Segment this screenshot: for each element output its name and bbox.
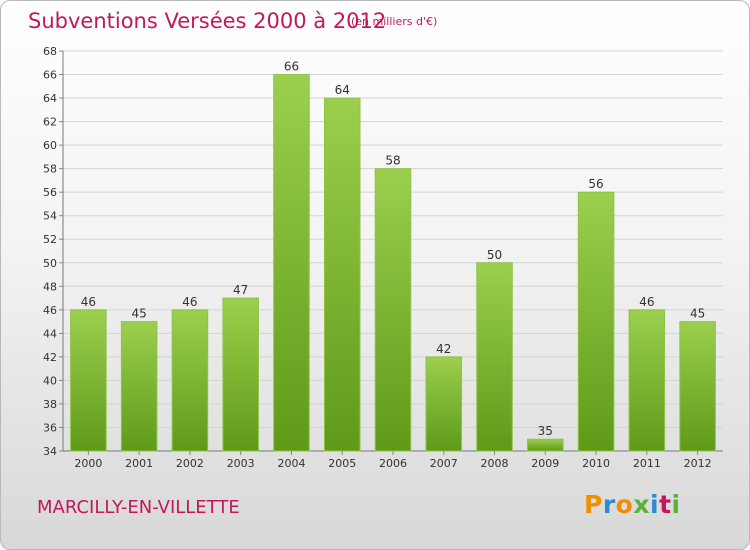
logo-letter: r (602, 490, 616, 519)
bar (171, 309, 209, 452)
logo-letter: o (615, 490, 634, 519)
bar-value-label: 45 (690, 307, 705, 321)
logo-letter: t (659, 490, 672, 519)
bar (120, 321, 158, 452)
bar (476, 262, 513, 452)
x-tick-label: 2012 (684, 457, 712, 470)
y-tick-label: 34 (43, 445, 57, 458)
bar-value-label: 64 (335, 83, 350, 97)
y-tick-label: 66 (43, 69, 57, 82)
y-tick-label: 58 (43, 163, 57, 176)
y-tick-label: 46 (43, 304, 57, 317)
bar (273, 74, 310, 452)
y-tick-label: 44 (43, 327, 57, 340)
y-tick-label: 60 (43, 139, 57, 152)
x-tick-label: 2003 (227, 457, 255, 470)
x-tick-label: 2010 (582, 457, 610, 470)
bar (70, 309, 107, 452)
y-tick-label: 38 (43, 398, 57, 411)
y-tick-label: 48 (43, 280, 57, 293)
x-tick-label: 2009 (531, 457, 559, 470)
logo-letter: i (671, 490, 681, 519)
logo-letter: i (650, 490, 660, 519)
bar (323, 97, 361, 452)
x-tick-label: 2008 (481, 457, 509, 470)
x-tick-label: 2006 (379, 457, 407, 470)
bar-value-label: 42 (436, 342, 451, 356)
x-tick-label: 2004 (277, 457, 305, 470)
y-tick-label: 40 (43, 374, 57, 387)
bar-value-label: 46 (81, 295, 96, 309)
x-tick-label: 2001 (125, 457, 153, 470)
bar-value-label: 50 (487, 248, 502, 262)
bar (628, 309, 666, 452)
bar-value-label: 56 (588, 177, 603, 191)
bar-value-label: 46 (182, 295, 197, 309)
y-tick-label: 42 (43, 351, 57, 364)
x-tick-label: 2011 (633, 457, 661, 470)
logo-letter: P (584, 490, 603, 519)
bar (222, 297, 259, 452)
bar (425, 356, 463, 452)
y-tick-label: 52 (43, 233, 57, 246)
bar-value-label: 46 (639, 295, 654, 309)
bar-value-label: 35 (538, 424, 553, 438)
y-tick-label: 56 (43, 186, 57, 199)
bar (527, 438, 564, 452)
bar (577, 191, 615, 452)
bar (679, 321, 716, 452)
y-tick-label: 68 (43, 45, 57, 58)
bar-value-label: 58 (385, 154, 400, 168)
y-tick-label: 36 (43, 421, 57, 434)
bar (374, 168, 412, 452)
chart-title: Subventions Versées 2000 à 2012 (28, 9, 387, 33)
logo-letter: x (633, 490, 650, 519)
y-tick-label: 64 (43, 92, 57, 105)
bar-value-label: 66 (284, 60, 299, 74)
unit-note: (en milliers d'€) (351, 15, 438, 28)
y-tick-label: 54 (43, 210, 57, 223)
bar-value-label: 45 (132, 307, 147, 321)
x-tick-label: 2007 (430, 457, 458, 470)
y-tick-label: 50 (43, 257, 57, 270)
x-tick-label: 2002 (176, 457, 204, 470)
x-tick-label: 2000 (74, 457, 102, 470)
x-tick-label: 2005 (328, 457, 356, 470)
commune-name: MARCILLY-EN-VILLETTE (37, 497, 240, 518)
y-tick-label: 62 (43, 116, 57, 129)
bar-value-label: 47 (233, 283, 248, 297)
proxiti-logo: Proxiti (584, 490, 681, 519)
